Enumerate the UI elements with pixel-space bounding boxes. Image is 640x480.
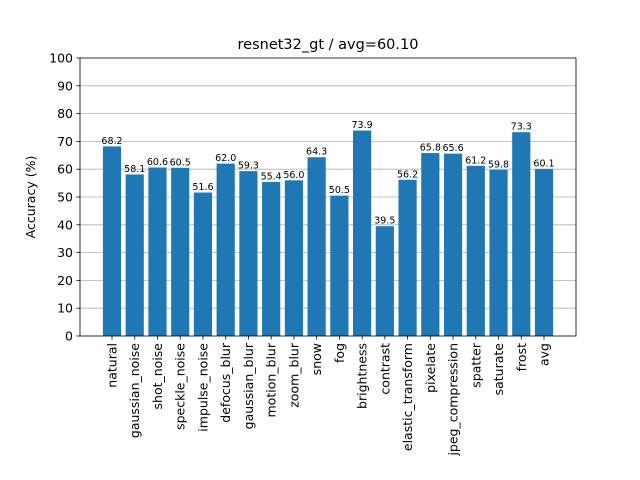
bar-avg [534,168,554,336]
x-tick-label-elastic_transform: elastic_transform [400,343,415,451]
data-label-jpeg_compression: 65.6 [442,143,463,154]
y-tick-label: 80 [57,106,73,121]
data-labels: 68.2 58.160.6 60.5 51.6 62.059.355.4 56.0 64.3… [101,120,554,227]
data-label-saturate: 59.8 [488,159,509,170]
y-tick-label: 100 [49,51,73,66]
x-tick-label-gaussian_noise: gaussian_noise [127,343,142,438]
data-label-spatter: 61.2 [465,155,486,166]
data-label-brightness: 73.9 [352,120,373,131]
x-tick-label-frost: frost [514,343,529,371]
data-label-elastic_transform: 56.2 [397,169,418,180]
x-tick-label-motion_blur: motion_blur [264,342,279,417]
y-tick-label: 40 [57,217,73,232]
x-tick-label-contrast: contrast [377,343,392,395]
x-tick-label-defocus_blur: defocus_blur [218,342,233,423]
data-label-pixelate: 65.8 [420,143,441,154]
bar-jpeg_compression [443,153,463,336]
data-label-natural: 68.2 [101,136,122,147]
bar-defocus_blur [216,163,235,336]
bar-spatter [466,165,485,336]
x-tick-label-brightness: brightness [355,343,370,409]
bar-elastic_transform [398,179,417,336]
bars [102,130,554,336]
x-tick-label-shot_noise: shot_noise [150,343,165,410]
y-tick-label: 50 [57,190,73,205]
plot-frame [79,57,577,337]
x-tick-label-saturate: saturate [491,343,506,396]
bar-gaussian_noise [125,174,144,336]
x-tick-label-zoom_blur: zoom_blur [286,342,301,408]
data-label-frost: 73.3 [511,122,532,133]
bar-brightness [353,130,372,336]
data-label-gaussian_blur: 59.3 [238,161,259,172]
x-tick-label-natural: natural [105,343,120,388]
data-label-snow: 64.3 [306,147,327,158]
data-label-shot_noise: 60.6 [147,157,168,168]
bar-shot_noise [148,167,167,336]
bar-impulse_noise [193,192,213,336]
y-tick-label: 70 [57,134,73,149]
bar-motion_blur [262,181,281,336]
y-tick-label: 20 [57,273,73,288]
bar-fog [330,195,349,336]
x-tick-label-avg: avg [537,343,552,366]
data-label-fog: 50.5 [329,185,350,196]
y-tick-label: 30 [57,245,73,260]
bar-zoom_blur [284,180,303,336]
y-tick-label: 60 [57,162,73,177]
x-tick-label-speckle_noise: speckle_noise [173,343,188,430]
x-tick-label-jpeg_compression: jpeg_compression [446,343,461,457]
bar-pixelate [421,153,440,336]
y-axis: 0 10 20 30 40 50 60 70 80 90 100 [49,51,80,344]
bar-gaussian_blur [239,171,258,336]
data-label-speckle_noise: 60.5 [170,157,191,168]
data-label-impulse_noise: 51.6 [192,182,213,193]
data-label-avg: 60.1 [533,158,554,169]
y-tick-label: 0 [65,329,73,344]
bar-natural [102,146,122,336]
data-label-zoom_blur: 56.0 [283,170,304,181]
data-label-contrast: 39.5 [374,216,395,227]
x-tick-label-spatter: spatter [468,342,483,388]
data-label-motion_blur: 55.4 [261,171,282,182]
bar-contrast [375,226,394,336]
x-axis: natural gaussian_noise shot_noise speckle_n… [105,336,552,457]
y-axis-label: Accuracy (%) [23,156,38,239]
data-label-gaussian_noise: 58.1 [124,164,145,175]
x-tick-label-gaussian_blur: gaussian_blur [241,342,256,429]
x-tick-label-impulse_noise: impulse_noise [195,343,210,432]
bar-snow [307,157,326,336]
bar-saturate [489,169,508,336]
x-tick-label-fog: fog [332,343,347,363]
chart-title: resnet32_gt / avg=60.10 [238,37,419,53]
x-tick-label-snow: snow [309,343,324,375]
data-label-defocus_blur: 62.0 [215,153,236,164]
bar-speckle_noise [171,167,190,336]
bar-frost [512,132,531,336]
y-tick-label: 90 [57,78,73,93]
y-tick-label: 10 [57,301,73,316]
x-tick-label-pixelate: pixelate [423,343,438,393]
